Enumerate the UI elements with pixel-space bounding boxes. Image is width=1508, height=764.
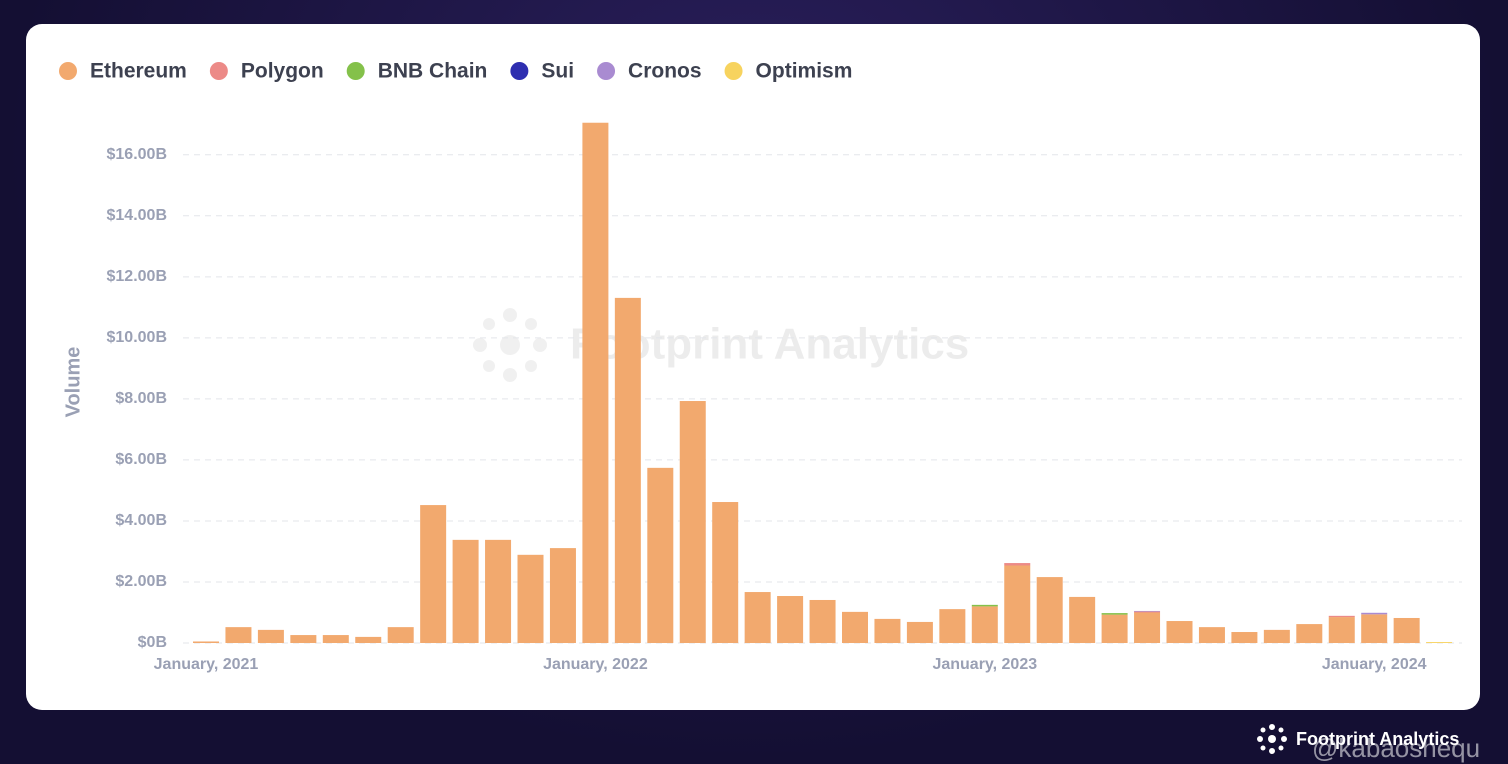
bar-segment [679, 401, 706, 643]
bar-segment [1069, 596, 1096, 643]
legend-swatch [724, 62, 743, 80]
bar-segment [744, 592, 771, 643]
legend-label: BNB Chain [378, 60, 488, 83]
bar-segment [1263, 629, 1290, 643]
legend-swatch [597, 62, 616, 80]
brand-logo [1257, 724, 1287, 754]
bar-segment [257, 629, 284, 643]
bar-segment [1036, 577, 1063, 643]
x-tick-label: January, 2022 [543, 656, 648, 673]
bar-segment [1166, 621, 1193, 643]
legend-label: Ethereum [90, 60, 187, 83]
bar-segment [193, 641, 219, 643]
bar-segment [517, 554, 544, 643]
bar-segment [1328, 615, 1355, 618]
y-tick-label: $0B [138, 634, 167, 651]
bar-segment [322, 635, 349, 643]
bar-segment [842, 611, 868, 643]
bar-segment [485, 539, 512, 643]
legend-swatch [346, 62, 365, 80]
x-tick-label: January, 2021 [154, 656, 259, 673]
bar-segment [777, 596, 804, 643]
bar-segment [420, 505, 447, 643]
y-tick-label: $14.00B [107, 207, 168, 224]
bar-segment [939, 609, 966, 643]
bar-segment [1328, 617, 1355, 643]
bar-segment [712, 502, 739, 643]
bar-segment [614, 297, 641, 643]
bar-segment [290, 635, 317, 643]
legend-swatch [59, 62, 77, 80]
bar-segment [1004, 563, 1031, 566]
legend-swatch [209, 62, 228, 80]
y-tick-label: $10.00B [107, 329, 168, 346]
bar-segment [387, 627, 414, 643]
bar-segment [1101, 614, 1128, 643]
bar-segment [1393, 617, 1420, 643]
y-tick-label: $8.00B [115, 390, 167, 407]
bar-segment [971, 606, 998, 643]
bar-segment [1101, 613, 1128, 615]
bar-segment [355, 636, 382, 643]
bar-segment [1231, 632, 1258, 643]
y-tick-label: $12.00B [107, 268, 168, 285]
bar-segment [1426, 642, 1453, 643]
credit: @kabaoshequ [1312, 733, 1480, 763]
legend-label: Sui [541, 60, 574, 83]
bar-segment [809, 599, 836, 643]
bar-segment [874, 618, 901, 643]
bar-segment [647, 467, 674, 643]
y-tick-label: $16.00B [107, 146, 168, 163]
bar-segment [1198, 627, 1225, 643]
x-tick-label: January, 2024 [1322, 656, 1427, 673]
x-tick-label: January, 2023 [932, 656, 1037, 673]
legend-label: Polygon [241, 60, 324, 83]
legend-swatch [510, 62, 529, 80]
bar-segment [1134, 612, 1161, 643]
bar-segment [549, 548, 576, 643]
bar-segment [1134, 610, 1161, 612]
bar-segment [1361, 614, 1388, 643]
brand: Footprint Analytics [1296, 729, 1459, 749]
bar-segment [1004, 565, 1031, 643]
bar-segment [225, 627, 252, 643]
bar-segment [971, 604, 998, 607]
y-tick-label: $6.00B [115, 451, 167, 468]
y-axis-label: Volume [62, 347, 84, 418]
bar-segment [582, 122, 609, 643]
card [26, 24, 1480, 710]
y-tick-label: $4.00B [115, 512, 167, 529]
bar-segment [452, 539, 479, 643]
bar-segment [1134, 611, 1161, 613]
watermark-logo [473, 308, 547, 382]
legend-label: Cronos [628, 60, 702, 83]
bar-segment [1361, 612, 1388, 615]
legend-label: Optimism [756, 60, 853, 83]
y-tick-label: $2.00B [115, 573, 167, 590]
bar-segment [1296, 624, 1323, 643]
bar-segment [906, 621, 933, 643]
